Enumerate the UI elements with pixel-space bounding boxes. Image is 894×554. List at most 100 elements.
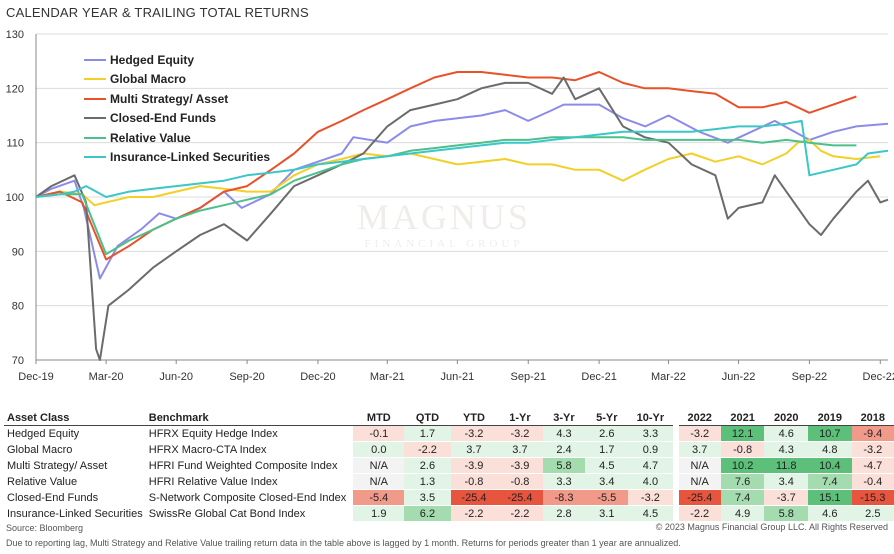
column-header: 2021 bbox=[720, 410, 765, 426]
y-tick-label: 80 bbox=[12, 301, 24, 313]
return-cell: -3.9 bbox=[497, 457, 543, 474]
return-cell: 3.4 bbox=[585, 473, 629, 490]
asset-class-cell: Relative Value bbox=[4, 473, 146, 490]
return-cell: 4.3 bbox=[764, 441, 809, 458]
x-tick-label: Dec-20 bbox=[300, 371, 335, 383]
legend-swatch bbox=[84, 97, 106, 100]
column-header: 3-Yr bbox=[542, 410, 586, 426]
table-row: Multi Strategy/ Asset HFRI Fund Weighted … bbox=[4, 457, 894, 474]
return-cell: 4.6 bbox=[808, 505, 852, 522]
benchmark-cell: S-Network Composite Closed-End Index bbox=[145, 489, 354, 506]
x-tick-label: Dec-22 bbox=[863, 371, 894, 383]
return-cell: 2.5 bbox=[851, 505, 894, 522]
return-cell: 11.8 bbox=[764, 457, 809, 474]
return-cell: 3.7 bbox=[678, 441, 721, 458]
legend-swatch bbox=[84, 136, 106, 139]
column-header: Benchmark bbox=[145, 410, 354, 426]
return-cell: -3.2 bbox=[851, 441, 894, 458]
return-cell: 4.5 bbox=[628, 505, 673, 522]
return-cell: -2.2 bbox=[450, 505, 498, 522]
legend-swatch bbox=[84, 156, 106, 159]
return-cell: 4.6 bbox=[764, 425, 809, 442]
x-tick-label: Mar-21 bbox=[370, 371, 405, 383]
table-header-row: Asset Class Benchmark MTD QTD YTD 1-Yr 3-Yr 5-Y… bbox=[4, 410, 894, 426]
return-cell: 3.4 bbox=[764, 473, 809, 490]
footnote: Due to reporting lag, Multi Strategy and… bbox=[6, 538, 681, 548]
legend-item: Insurance-Linked Securities bbox=[84, 148, 270, 168]
y-tick-label: 120 bbox=[6, 83, 24, 95]
return-cell: 4.9 bbox=[720, 505, 765, 522]
return-cell: 3.1 bbox=[585, 505, 629, 522]
return-cell: -3.2 bbox=[628, 489, 673, 506]
asset-class-cell: Hedged Equity bbox=[4, 425, 146, 442]
legend-label: Closed-End Funds bbox=[110, 111, 216, 126]
return-cell: -25.4 bbox=[678, 489, 721, 506]
return-cell: 7.4 bbox=[720, 489, 765, 506]
return-cell: 4.7 bbox=[628, 457, 673, 474]
return-cell: 2.4 bbox=[542, 441, 586, 458]
legend-item: Hedged Equity bbox=[84, 50, 270, 70]
return-cell: -2.2 bbox=[404, 441, 451, 458]
return-cell: 4.8 bbox=[808, 441, 852, 458]
return-cell: -5.5 bbox=[585, 489, 629, 506]
return-cell: 3.7 bbox=[497, 441, 543, 458]
x-tick-label: Jun-20 bbox=[159, 371, 193, 383]
return-cell: 15.1 bbox=[808, 489, 852, 506]
legend-label: Relative Value bbox=[110, 130, 191, 145]
return-cell: 5.8 bbox=[764, 505, 809, 522]
return-cell: 7.4 bbox=[808, 473, 852, 490]
return-cell: -25.4 bbox=[497, 489, 543, 506]
x-tick-label: Dec-21 bbox=[581, 371, 616, 383]
return-cell: -3.2 bbox=[678, 425, 721, 442]
series-line-relative-value bbox=[35, 136, 857, 256]
return-cell: N/A bbox=[678, 473, 721, 490]
return-cell: 7.6 bbox=[720, 473, 765, 490]
benchmark-cell: HFRI Fund Weighted Composite Index bbox=[145, 457, 354, 474]
watermark-main: MAGNUS bbox=[356, 197, 532, 237]
column-header: 2019 bbox=[808, 410, 852, 426]
returns-table: Asset Class Benchmark MTD QTD YTD 1-Yr 3-Yr 5-Y… bbox=[4, 410, 894, 522]
return-cell: -3.2 bbox=[497, 425, 543, 442]
line-chart: 70 80 90 100 110 120 130 Dec-19 Mar-20 Jun-20 Sep-… bbox=[6, 29, 894, 383]
return-cell: 3.5 bbox=[404, 489, 451, 506]
return-cell: -0.8 bbox=[450, 473, 498, 490]
chart-legend: Hedged Equity Global Macro Multi Strategy/… bbox=[84, 50, 270, 167]
column-header: Asset Class bbox=[4, 410, 146, 426]
benchmark-cell: HFRX Equity Hedge Index bbox=[145, 425, 354, 442]
return-cell: 3.3 bbox=[628, 425, 673, 442]
return-cell: N/A bbox=[678, 457, 721, 474]
column-header: QTD bbox=[404, 410, 451, 426]
column-header: 10-Yr bbox=[628, 410, 673, 426]
return-cell: 3.7 bbox=[450, 441, 498, 458]
legend-swatch bbox=[84, 117, 106, 120]
x-tick-label: Jun-22 bbox=[722, 371, 756, 383]
x-tick-label: Sep-20 bbox=[229, 371, 264, 383]
legend-item: Multi Strategy/ Asset bbox=[84, 89, 270, 109]
asset-class-cell: Global Macro bbox=[4, 441, 146, 458]
return-cell: 6.2 bbox=[404, 505, 451, 522]
return-cell: -5.4 bbox=[353, 489, 405, 506]
table-row: Relative Value HFRI Relative Value Index N… bbox=[4, 473, 894, 490]
legend-item: Relative Value bbox=[84, 128, 270, 148]
series-line-global-macro bbox=[35, 138, 881, 207]
return-cell: -0.4 bbox=[851, 473, 894, 490]
y-tick-label: 100 bbox=[6, 192, 24, 204]
column-header: 1-Yr bbox=[497, 410, 543, 426]
return-cell: 0.9 bbox=[628, 441, 673, 458]
return-cell: -25.4 bbox=[450, 489, 498, 506]
return-cell: 10.7 bbox=[808, 425, 852, 442]
legend-swatch bbox=[84, 78, 106, 81]
chart-title: CALENDAR YEAR & TRAILING TOTAL RETURNS bbox=[6, 5, 309, 20]
return-cell: 10.2 bbox=[720, 457, 765, 474]
legend-item: Closed-End Funds bbox=[84, 109, 270, 129]
asset-class-cell: Insurance-Linked Securities bbox=[4, 505, 146, 522]
return-cell: 4.0 bbox=[628, 473, 673, 490]
copyright-note: © 2023 Magnus Financial Group LLC. All R… bbox=[655, 522, 888, 532]
return-cell: N/A bbox=[353, 457, 405, 474]
return-cell: 0.0 bbox=[353, 441, 405, 458]
return-cell: 2.6 bbox=[585, 425, 629, 442]
return-cell: 4.3 bbox=[542, 425, 586, 442]
table-row: Insurance-Linked Securities SwissRe Globa… bbox=[4, 505, 894, 522]
x-tick-label: Mar-22 bbox=[651, 371, 686, 383]
series-line-insurance-linked-securities bbox=[35, 119, 889, 198]
